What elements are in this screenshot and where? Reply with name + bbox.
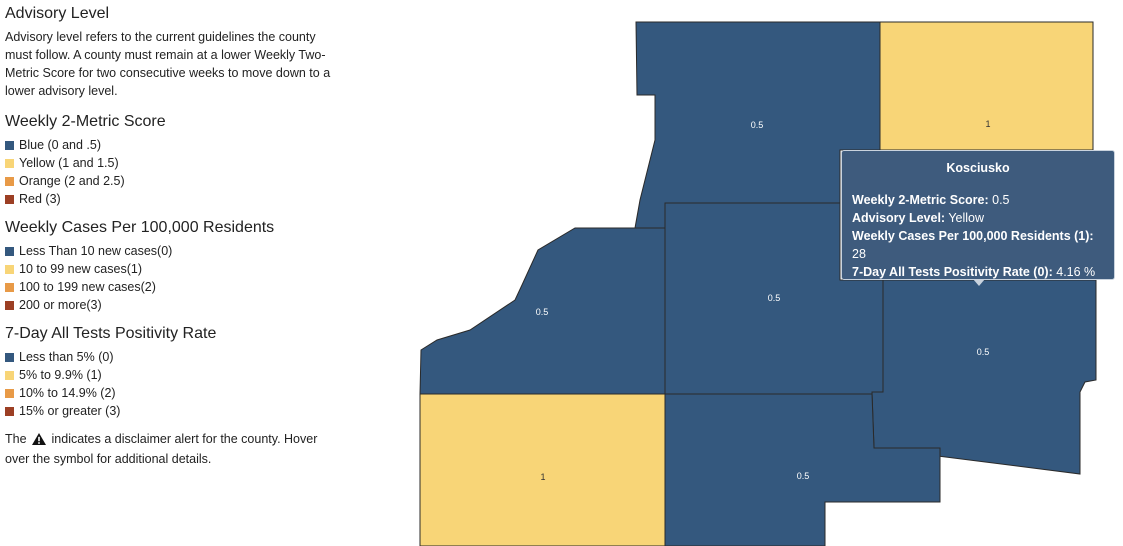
tooltip-row-advisory: Advisory Level: Yellow	[852, 209, 1104, 227]
tooltip-label: 7-Day All Tests Positivity Rate (0):	[852, 265, 1053, 279]
advisory-level-title: Advisory Level	[5, 5, 110, 22]
legend-item-positivity-1: 5% to 9.9% (1)	[5, 366, 345, 384]
swatch-yellow	[5, 370, 14, 380]
legend-item-cases-1: 10 to 99 new cases(1)	[5, 260, 345, 278]
county-south-center[interactable]	[664, 393, 941, 546]
county-label-southwest: 1	[540, 472, 545, 482]
county-kosciusko[interactable]	[871, 279, 1097, 475]
legend-item-cases-0: Less Than 10 new cases(0)	[5, 242, 345, 260]
legend-item-cases-2: 100 to 199 new cases(2)	[5, 278, 345, 296]
legend-item-yellow: Yellow (1 and 1.5)	[5, 154, 345, 172]
legend-item-red: Red (3)	[5, 190, 345, 208]
legend-item-label: 15% or greater (3)	[19, 404, 121, 418]
weekly-cases-title: Weekly Cases Per 100,000 Residents	[5, 219, 275, 236]
county-label-northeast: 1	[985, 119, 990, 129]
tooltip-row-cases: Weekly Cases Per 100,000 Residents (1): …	[852, 227, 1104, 263]
tooltip-row-score: Weekly 2-Metric Score: 0.5	[852, 191, 1104, 209]
swatch-blue	[5, 352, 14, 362]
legend-item-label: Less Than 10 new cases(0)	[19, 244, 173, 258]
tooltip-label: Advisory Level:	[852, 211, 946, 225]
swatch-red	[5, 300, 14, 310]
legend-item-label: Blue (0 and .5)	[19, 138, 101, 152]
warning-icon	[32, 432, 47, 450]
metric-score-list: Blue (0 and .5) Yellow (1 and 1.5) Orang…	[5, 136, 345, 208]
map-legend: Advisory Level Advisory level refers to …	[5, 4, 345, 468]
disclaimer-text-after: indicates a disclaimer alert for the cou…	[5, 432, 318, 466]
county-label-north-center: 0.5	[751, 120, 764, 130]
disclaimer-text-before: The	[5, 432, 27, 446]
swatch-yellow	[5, 264, 14, 274]
legend-item-label: 10% to 14.9% (2)	[19, 386, 116, 400]
swatch-blue	[5, 140, 14, 150]
tooltip-value: 0.5	[992, 193, 1010, 207]
legend-item-blue: Blue (0 and .5)	[5, 136, 345, 154]
legend-item-positivity-0: Less than 5% (0)	[5, 348, 345, 366]
tooltip-row-positivity: 7-Day All Tests Positivity Rate (0): 4.1…	[852, 263, 1104, 281]
metric-score-title: Weekly 2-Metric Score	[5, 113, 166, 130]
legend-item-cases-3: 200 or more(3)	[5, 296, 345, 314]
positivity-list: Less than 5% (0) 5% to 9.9% (1) 10% to 1…	[5, 348, 345, 420]
legend-item-label: Yellow (1 and 1.5)	[19, 156, 119, 170]
legend-item-label: 5% to 9.9% (1)	[19, 368, 102, 382]
legend-item-label: Red (3)	[19, 192, 61, 206]
swatch-orange	[5, 176, 14, 186]
county-label-kosciusko: 0.5	[977, 347, 990, 357]
legend-item-label: 200 or more(3)	[19, 298, 102, 312]
county-label-south-center: 0.5	[797, 471, 810, 481]
tooltip-value: 28	[852, 247, 866, 261]
county-southwest[interactable]	[419, 393, 666, 546]
legend-item-label: Less than 5% (0)	[19, 350, 114, 364]
tooltip-label: Weekly Cases Per 100,000 Residents (1):	[852, 229, 1094, 243]
legend-item-label: 100 to 199 new cases(2)	[19, 280, 156, 294]
swatch-blue	[5, 246, 14, 256]
swatch-red	[5, 194, 14, 204]
swatch-orange	[5, 388, 14, 398]
tooltip-county-name: Kosciusko	[946, 161, 1010, 175]
legend-item-label: Orange (2 and 2.5)	[19, 174, 125, 188]
county-label-center: 0.5	[768, 293, 781, 303]
county-northeast[interactable]	[879, 21, 1094, 151]
county-tooltip: Kosciusko Weekly 2-Metric Score: 0.5 Adv…	[841, 150, 1115, 286]
county-label-west: 0.5	[536, 307, 549, 317]
positivity-title: 7-Day All Tests Positivity Rate	[5, 325, 217, 342]
tooltip-value: 4.16 %	[1056, 265, 1096, 279]
legend-item-label: 10 to 99 new cases(1)	[19, 262, 142, 276]
tooltip-value: Yellow	[948, 211, 985, 225]
disclaimer-note: The indicates a disclaimer alert for the…	[5, 430, 335, 468]
advisory-level-description: Advisory level refers to the current gui…	[5, 30, 331, 98]
swatch-orange	[5, 282, 14, 292]
swatch-yellow	[5, 158, 14, 168]
legend-item-positivity-2: 10% to 14.9% (2)	[5, 384, 345, 402]
swatch-red	[5, 406, 14, 416]
legend-item-positivity-3: 15% or greater (3)	[5, 402, 345, 420]
tooltip-label: Weekly 2-Metric Score:	[852, 193, 989, 207]
legend-item-orange: Orange (2 and 2.5)	[5, 172, 345, 190]
weekly-cases-list: Less Than 10 new cases(0) 10 to 99 new c…	[5, 242, 345, 314]
